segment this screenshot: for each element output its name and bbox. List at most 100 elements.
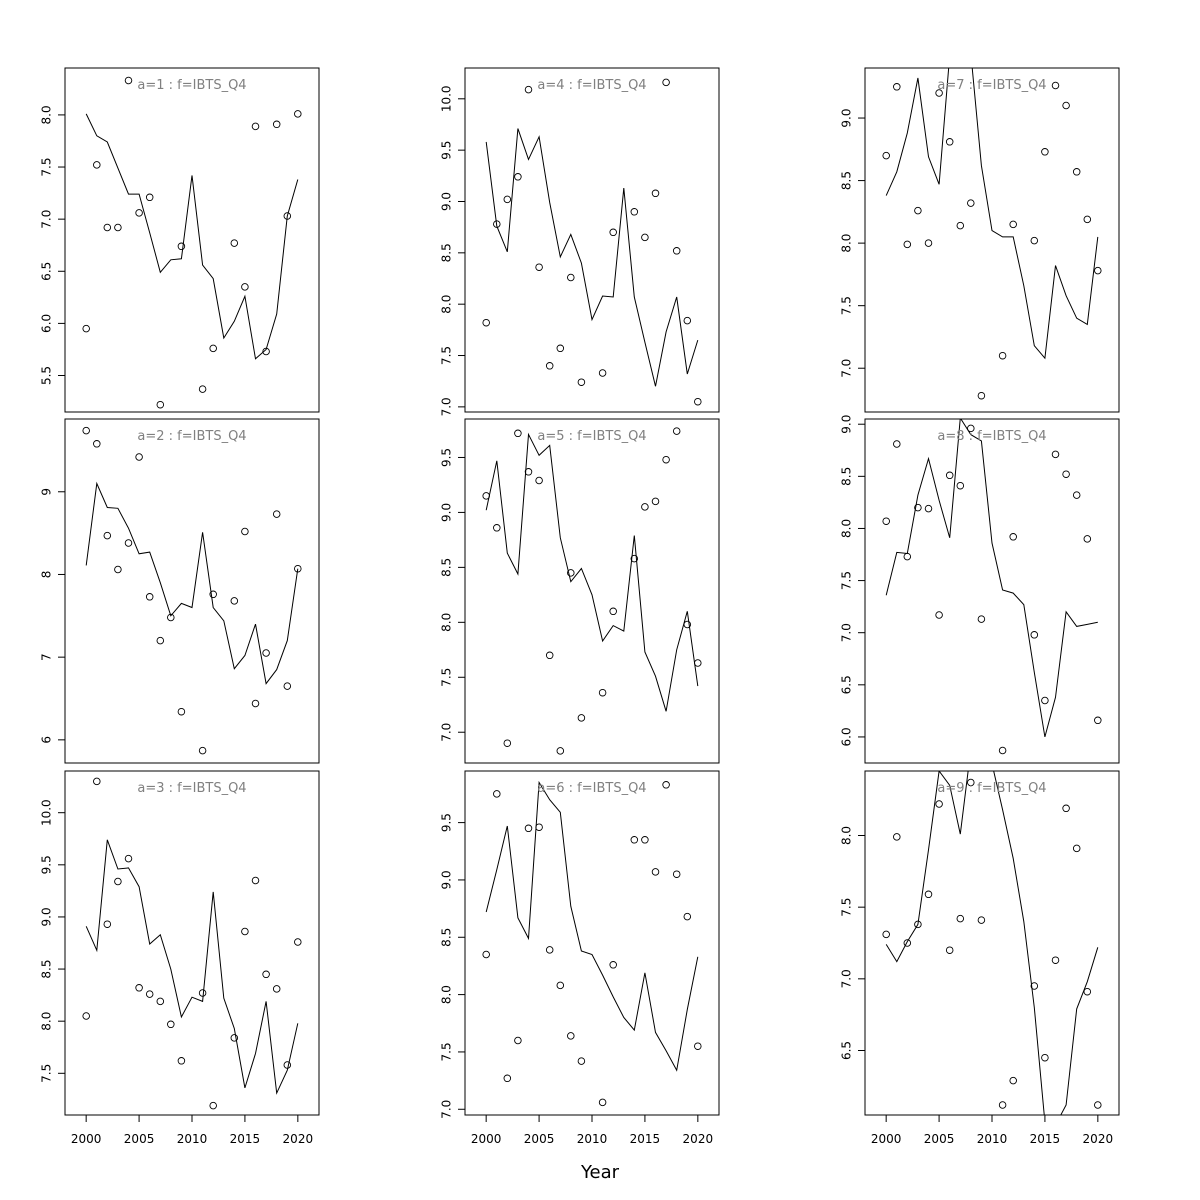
observation-point	[535, 823, 543, 831]
observation-point	[514, 429, 522, 438]
observation-point	[967, 199, 975, 207]
y-tick-label: 6.0	[40, 314, 54, 333]
observation-point	[882, 930, 890, 939]
observation-point	[893, 83, 901, 91]
observation-point	[914, 206, 922, 215]
observation-point	[135, 984, 143, 992]
observation-point	[93, 440, 101, 448]
panel-3: 7.5 8.0 8.5 9.0 9.5 10.0 2000 2005 2010 2015 2020 a…	[40, 770, 320, 1146]
x-tick-label: 2005	[124, 1132, 155, 1146]
panel-title: a=5 : f=IBTS_Q4	[537, 429, 646, 444]
observation-point	[103, 531, 112, 540]
y-tick-label: 7.0	[840, 969, 854, 988]
observation-point	[556, 981, 565, 990]
observation-point	[514, 1036, 522, 1045]
panel-9: 6.5 7.0 7.5 8.0 2000 2005 2010 2015 2020 a=9 : f=…	[840, 770, 1120, 1146]
observation-point	[251, 122, 260, 131]
observation-point	[1062, 470, 1070, 478]
observation-point	[1094, 1101, 1102, 1109]
observation-point	[598, 369, 607, 377]
panel-title: a=6 : f=IBTS_Q4	[537, 781, 646, 796]
observation-point	[977, 391, 986, 400]
observation-point	[230, 239, 239, 247]
y-tick-label: 9.0	[440, 870, 454, 889]
observation-point	[262, 970, 270, 979]
observation-point	[145, 593, 154, 601]
observation-point	[893, 440, 901, 448]
y-tick-label: 8.5	[40, 960, 54, 979]
y-tick-label: 8	[40, 571, 54, 579]
panel-data	[882, 771, 1102, 1115]
observation-point	[641, 836, 649, 844]
observation-point	[209, 1101, 217, 1110]
x-tick-label: 2010	[977, 1132, 1008, 1146]
observation-point	[482, 318, 490, 327]
x-tick-label: 2020	[1083, 1132, 1114, 1146]
observation-point	[103, 920, 112, 928]
fitted-line	[485, 432, 699, 712]
observation-point	[114, 877, 122, 886]
observation-point	[145, 193, 154, 202]
y-tick-label: 7.5	[40, 157, 54, 176]
fitted-line	[485, 128, 699, 387]
observation-point	[556, 747, 565, 755]
y-tick-label: 7.5	[40, 1064, 54, 1083]
y-tick-label: 8.5	[440, 243, 454, 262]
observation-point	[1083, 215, 1092, 224]
observation-point	[124, 539, 133, 547]
observation-point	[503, 195, 512, 204]
panel-title: a=9 : f=IBTS_Q4	[937, 781, 1046, 796]
observation-point	[251, 876, 260, 885]
y-tick-label: 8.0	[840, 519, 854, 538]
y-tick-label: 6.5	[40, 262, 54, 281]
y-tick-label: 7.0	[440, 397, 454, 416]
observation-point	[651, 868, 660, 876]
observation-point	[545, 651, 554, 660]
y-tick-label: 8.0	[40, 1012, 54, 1031]
observation-point	[283, 1061, 292, 1069]
observation-point	[135, 209, 143, 217]
panel-title: a=8 : f=IBTS_Q4	[937, 429, 1046, 444]
observation-point	[167, 1020, 175, 1029]
panel-data	[882, 68, 1102, 400]
observation-point	[662, 781, 670, 789]
observation-point	[167, 613, 175, 622]
observation-point	[967, 778, 975, 787]
panel-title: a=3 : f=IBTS_Q4	[137, 781, 246, 796]
panel-data	[482, 78, 702, 406]
panel-frame	[64, 67, 320, 413]
observation-point	[93, 161, 101, 169]
observation-point	[514, 173, 522, 181]
observation-point	[545, 362, 554, 370]
observation-point	[114, 565, 122, 574]
x-tick-label: 2010	[577, 1132, 608, 1146]
observation-point	[567, 1032, 575, 1040]
panel-title: a=2 : f=IBTS_Q4	[137, 429, 246, 444]
observation-point	[294, 564, 302, 573]
panel-data	[82, 426, 302, 755]
fitted-line	[485, 780, 699, 1072]
y-tick-label: 6	[40, 736, 54, 744]
observation-point	[977, 916, 986, 924]
y-tick-label: 8.0	[440, 985, 454, 1004]
observation-point	[945, 138, 954, 146]
x-tick-label: 2020	[283, 1132, 314, 1146]
y-tick-label: 7.0	[840, 359, 854, 378]
observation-point	[609, 228, 617, 237]
observation-point	[924, 890, 933, 899]
panel-8: 6.0 6.5 7.0 7.5 8.0 8.5 9.0 a=8 : f=IBTS_Q4	[840, 415, 1120, 764]
observation-point	[598, 688, 607, 697]
observation-point	[198, 989, 207, 997]
observation-point	[1030, 631, 1039, 639]
observation-point	[882, 517, 890, 525]
panel-frame	[464, 67, 720, 413]
panel-7: 7.0 7.5 8.0 8.5 9.0 a=7 : f=IBTS_Q4	[840, 67, 1120, 413]
panel-data	[882, 419, 1102, 755]
y-tick-label: 9.0	[40, 907, 54, 926]
x-tick-label: 2010	[177, 1132, 208, 1146]
observation-point	[903, 939, 912, 947]
observation-point	[1051, 956, 1060, 964]
observation-point	[893, 833, 901, 841]
fitted-line	[885, 771, 1099, 1115]
observation-point	[230, 597, 239, 605]
